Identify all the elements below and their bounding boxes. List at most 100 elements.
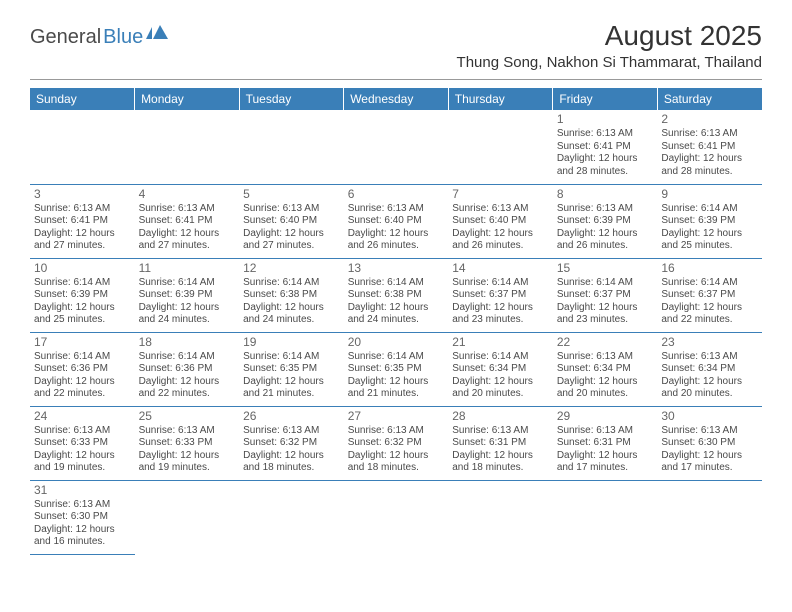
- day-number: 25: [139, 409, 236, 424]
- day-number: 24: [34, 409, 131, 424]
- sunset-text: Sunset: 6:36 PM: [139, 363, 236, 376]
- sunrise-text: Sunrise: 6:14 AM: [243, 277, 340, 290]
- calendar-cell: 20Sunrise: 6:14 AMSunset: 6:35 PMDayligh…: [344, 332, 449, 406]
- sunrise-text: Sunrise: 6:13 AM: [34, 499, 131, 512]
- dayname-friday: Friday: [553, 88, 658, 110]
- sunset-text: Sunset: 6:30 PM: [34, 511, 131, 524]
- daylight-text: Daylight: 12 hours and 26 minutes.: [452, 228, 549, 253]
- day-number: 18: [139, 335, 236, 350]
- dayname-saturday: Saturday: [657, 88, 762, 110]
- sunrise-text: Sunrise: 6:14 AM: [452, 277, 549, 290]
- calendar-cell: 1Sunrise: 6:13 AMSunset: 6:41 PMDaylight…: [553, 110, 658, 184]
- calendar-cell: 28Sunrise: 6:13 AMSunset: 6:31 PMDayligh…: [448, 406, 553, 480]
- sunrise-text: Sunrise: 6:14 AM: [661, 277, 758, 290]
- sunset-text: Sunset: 6:38 PM: [348, 289, 445, 302]
- sunset-text: Sunset: 6:34 PM: [661, 363, 758, 376]
- logo-text-general: General: [30, 26, 101, 49]
- dayname-monday: Monday: [135, 88, 240, 110]
- daylight-text: Daylight: 12 hours and 24 minutes.: [243, 302, 340, 327]
- calendar-cell: 18Sunrise: 6:14 AMSunset: 6:36 PMDayligh…: [135, 332, 240, 406]
- sunset-text: Sunset: 6:39 PM: [661, 215, 758, 228]
- day-number: 31: [34, 483, 131, 498]
- sunset-text: Sunset: 6:33 PM: [139, 437, 236, 450]
- sunrise-text: Sunrise: 6:14 AM: [661, 203, 758, 216]
- day-number: 13: [348, 261, 445, 276]
- calendar-table: Sunday Monday Tuesday Wednesday Thursday…: [30, 88, 762, 555]
- day-number: 27: [348, 409, 445, 424]
- day-number: 5: [243, 187, 340, 202]
- logo-text-blue: Blue: [103, 26, 143, 49]
- header-divider: [30, 79, 762, 80]
- sunset-text: Sunset: 6:39 PM: [34, 289, 131, 302]
- day-number: 1: [557, 112, 654, 127]
- daylight-text: Daylight: 12 hours and 26 minutes.: [557, 228, 654, 253]
- daylight-text: Daylight: 12 hours and 20 minutes.: [557, 376, 654, 401]
- page-subtitle: Thung Song, Nakhon Si Thammarat, Thailan…: [457, 54, 762, 71]
- day-number: 11: [139, 261, 236, 276]
- header: General Blue August 2025 Thung Song, Nak…: [0, 0, 792, 77]
- sunrise-text: Sunrise: 6:13 AM: [348, 203, 445, 216]
- calendar-cell: 25Sunrise: 6:13 AMSunset: 6:33 PMDayligh…: [135, 406, 240, 480]
- daylight-text: Daylight: 12 hours and 22 minutes.: [661, 302, 758, 327]
- calendar-cell: 7Sunrise: 6:13 AMSunset: 6:40 PMDaylight…: [448, 184, 553, 258]
- sunrise-text: Sunrise: 6:14 AM: [452, 351, 549, 364]
- sunrise-text: Sunrise: 6:13 AM: [243, 203, 340, 216]
- daylight-text: Daylight: 12 hours and 25 minutes.: [661, 228, 758, 253]
- calendar-cell: 5Sunrise: 6:13 AMSunset: 6:40 PMDaylight…: [239, 184, 344, 258]
- sunset-text: Sunset: 6:32 PM: [243, 437, 340, 450]
- daylight-text: Daylight: 12 hours and 23 minutes.: [557, 302, 654, 327]
- calendar-cell: 31Sunrise: 6:13 AMSunset: 6:30 PMDayligh…: [30, 480, 135, 554]
- sunset-text: Sunset: 6:36 PM: [34, 363, 131, 376]
- daylight-text: Daylight: 12 hours and 22 minutes.: [139, 376, 236, 401]
- calendar-cell: 8Sunrise: 6:13 AMSunset: 6:39 PMDaylight…: [553, 184, 658, 258]
- day-number: 2: [661, 112, 758, 127]
- daylight-text: Daylight: 12 hours and 19 minutes.: [34, 450, 131, 475]
- daylight-text: Daylight: 12 hours and 21 minutes.: [348, 376, 445, 401]
- calendar-week: 1Sunrise: 6:13 AMSunset: 6:41 PMDaylight…: [30, 110, 762, 184]
- day-number: 14: [452, 261, 549, 276]
- day-number: 23: [661, 335, 758, 350]
- sunset-text: Sunset: 6:39 PM: [139, 289, 236, 302]
- day-number: 19: [243, 335, 340, 350]
- logo-flag-icon: [146, 25, 170, 46]
- day-number: 6: [348, 187, 445, 202]
- calendar-cell: 11Sunrise: 6:14 AMSunset: 6:39 PMDayligh…: [135, 258, 240, 332]
- daylight-text: Daylight: 12 hours and 24 minutes.: [348, 302, 445, 327]
- day-number: 15: [557, 261, 654, 276]
- day-number: 16: [661, 261, 758, 276]
- sunset-text: Sunset: 6:38 PM: [243, 289, 340, 302]
- sunrise-text: Sunrise: 6:13 AM: [661, 351, 758, 364]
- day-number: 26: [243, 409, 340, 424]
- sunset-text: Sunset: 6:34 PM: [557, 363, 654, 376]
- daylight-text: Daylight: 12 hours and 17 minutes.: [557, 450, 654, 475]
- day-number: 8: [557, 187, 654, 202]
- sunset-text: Sunset: 6:40 PM: [243, 215, 340, 228]
- sunrise-text: Sunrise: 6:13 AM: [34, 425, 131, 438]
- sunrise-text: Sunrise: 6:13 AM: [557, 351, 654, 364]
- sunrise-text: Sunrise: 6:14 AM: [34, 277, 131, 290]
- sunset-text: Sunset: 6:41 PM: [139, 215, 236, 228]
- day-number: 28: [452, 409, 549, 424]
- calendar-cell: [239, 110, 344, 184]
- calendar-cell: 30Sunrise: 6:13 AMSunset: 6:30 PMDayligh…: [657, 406, 762, 480]
- day-number: 10: [34, 261, 131, 276]
- calendar-cell: 6Sunrise: 6:13 AMSunset: 6:40 PMDaylight…: [344, 184, 449, 258]
- calendar-cell: 26Sunrise: 6:13 AMSunset: 6:32 PMDayligh…: [239, 406, 344, 480]
- calendar-body: 1Sunrise: 6:13 AMSunset: 6:41 PMDaylight…: [30, 110, 762, 554]
- sunrise-text: Sunrise: 6:14 AM: [139, 277, 236, 290]
- calendar-cell: [135, 480, 240, 554]
- calendar-cell: 29Sunrise: 6:13 AMSunset: 6:31 PMDayligh…: [553, 406, 658, 480]
- sunset-text: Sunset: 6:41 PM: [557, 141, 654, 154]
- sunset-text: Sunset: 6:31 PM: [557, 437, 654, 450]
- title-block: August 2025 Thung Song, Nakhon Si Thamma…: [457, 20, 762, 71]
- sunset-text: Sunset: 6:37 PM: [452, 289, 549, 302]
- sunset-text: Sunset: 6:35 PM: [243, 363, 340, 376]
- sunset-text: Sunset: 6:37 PM: [661, 289, 758, 302]
- dayname-tuesday: Tuesday: [239, 88, 344, 110]
- daylight-text: Daylight: 12 hours and 18 minutes.: [243, 450, 340, 475]
- sunrise-text: Sunrise: 6:13 AM: [557, 128, 654, 141]
- calendar-week: 24Sunrise: 6:13 AM Sunset: 6:33 PM Dayligh…: [30, 406, 762, 480]
- calendar-cell: 23Sunrise: 6:13 AMSunset: 6:34 PMDayligh…: [657, 332, 762, 406]
- sunset-text: Sunset: 6:32 PM: [348, 437, 445, 450]
- calendar-cell: [344, 480, 449, 554]
